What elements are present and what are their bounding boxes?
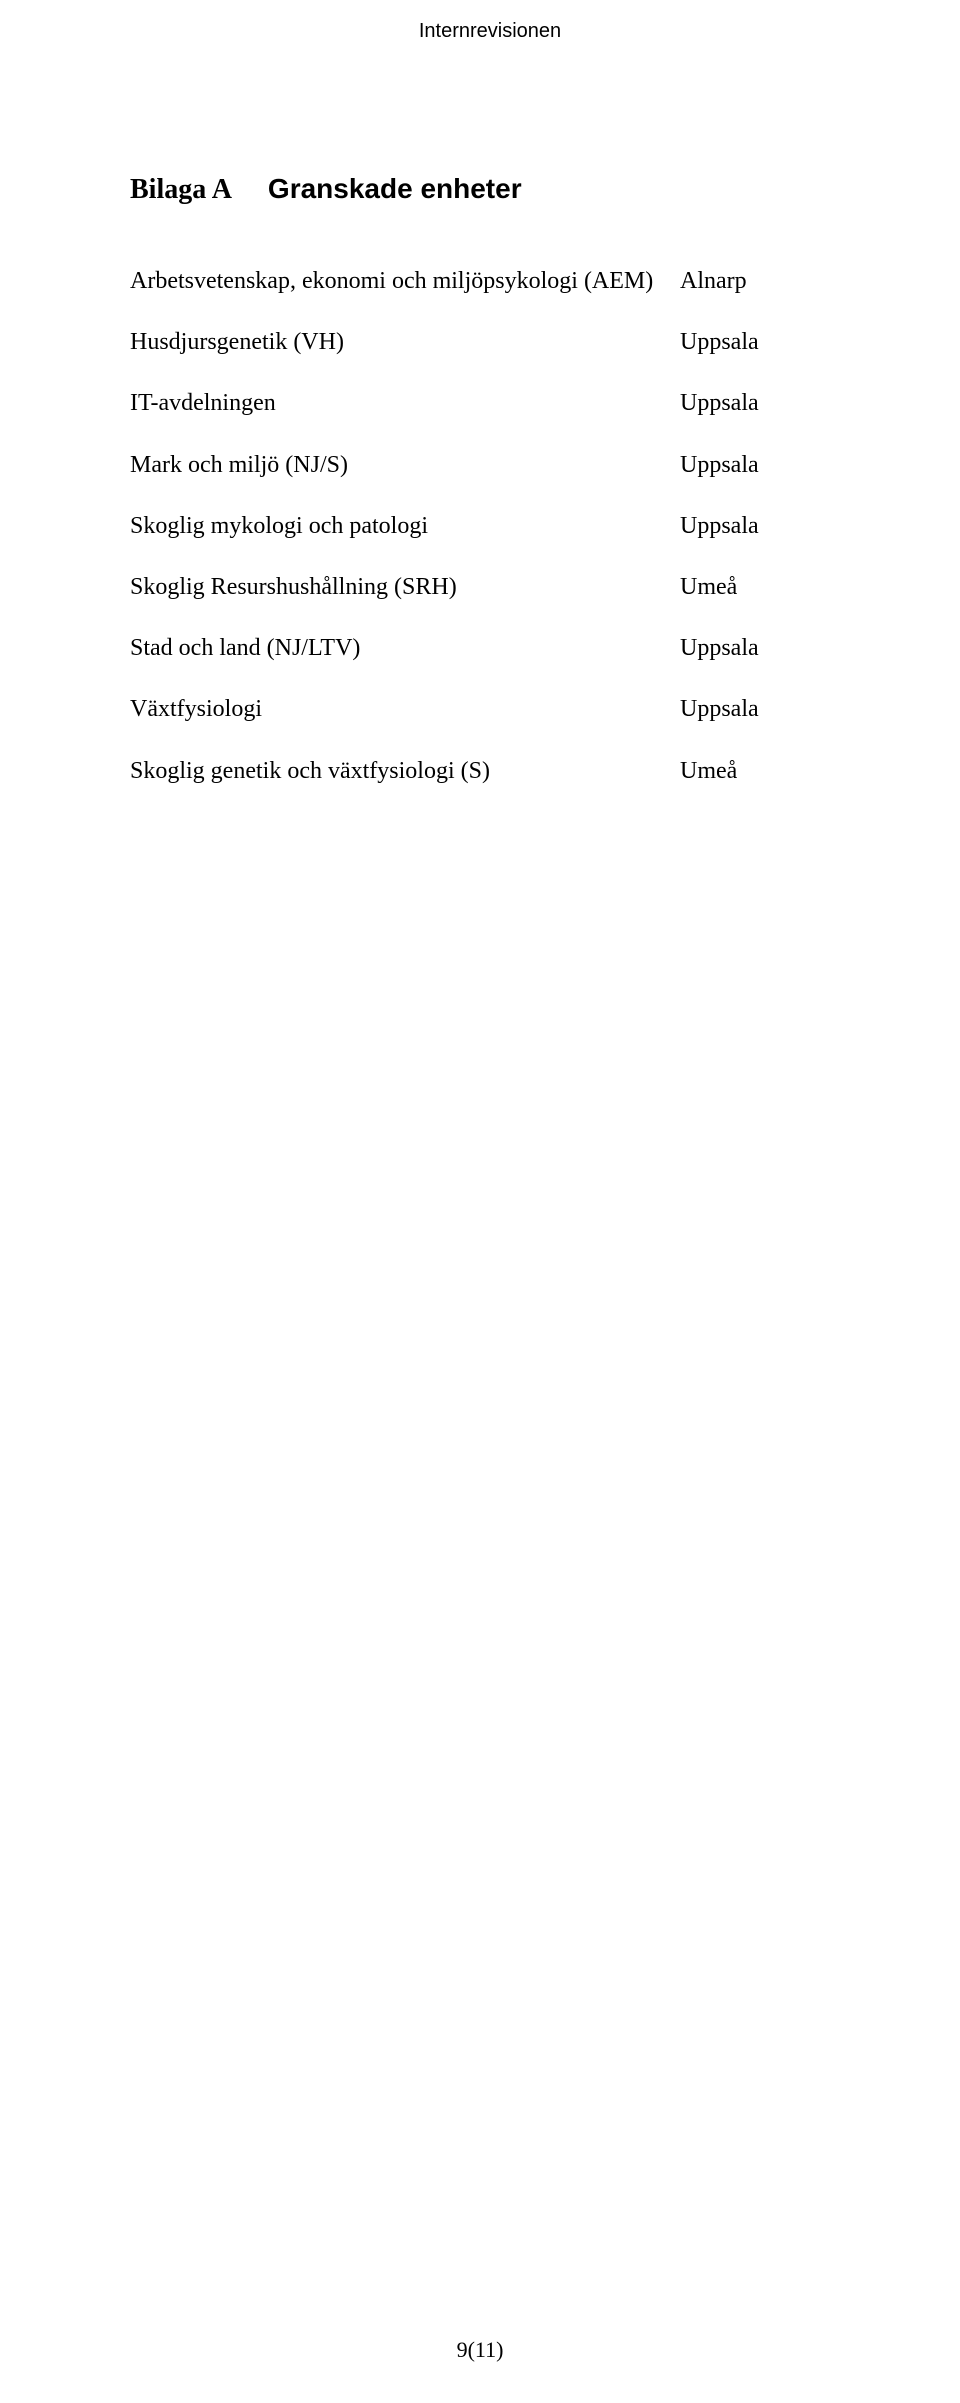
entry-name: IT-avdelningen: [130, 388, 680, 419]
list-item: Stad och land (NJ/LTV) Uppsala: [130, 633, 850, 664]
entry-name: Husdjursgenetik (VH): [130, 327, 680, 358]
entry-name: Växtfysiologi: [130, 694, 680, 725]
list-item: Skoglig mykologi och patologi Uppsala: [130, 511, 850, 542]
entry-location: Uppsala: [680, 511, 759, 542]
entry-location: Uppsala: [680, 388, 759, 419]
page-number: 9(11): [0, 2337, 960, 2363]
entry-location: Uppsala: [680, 327, 759, 358]
title-bilaga: Bilaga A: [130, 174, 232, 206]
list-item: Växtfysiologi Uppsala: [130, 694, 850, 725]
entry-location: Alnarp: [680, 266, 747, 297]
entry-name: Arbetsvetenskap, ekonomi och miljöpsykol…: [130, 266, 680, 297]
entry-location: Uppsala: [680, 694, 759, 725]
entry-location: Umeå: [680, 756, 737, 787]
page-header: Internrevisionen: [130, 20, 850, 43]
entry-name: Skoglig mykologi och patologi: [130, 511, 680, 542]
entry-location: Uppsala: [680, 633, 759, 664]
list-item: Mark och miljö (NJ/S) Uppsala: [130, 450, 850, 481]
entry-location: Umeå: [680, 572, 737, 603]
page: Internrevisionen Bilaga A Granskade enhe…: [0, 0, 960, 2403]
title-subject: Granskade enheter: [268, 173, 522, 205]
title-row: Bilaga A Granskade enheter: [130, 173, 850, 206]
list-item: Husdjursgenetik (VH) Uppsala: [130, 327, 850, 358]
entry-name: Stad och land (NJ/LTV): [130, 633, 680, 664]
entry-name: Skoglig genetik och växtfysiologi (S): [130, 756, 680, 787]
list-item: Skoglig Resurshushållning (SRH) Umeå: [130, 572, 850, 603]
list-item: Arbetsvetenskap, ekonomi och miljöpsykol…: [130, 266, 850, 297]
entries-list: Arbetsvetenskap, ekonomi och miljöpsykol…: [130, 266, 850, 787]
list-item: IT-avdelningen Uppsala: [130, 388, 850, 419]
entry-location: Uppsala: [680, 450, 759, 481]
list-item: Skoglig genetik och växtfysiologi (S) Um…: [130, 756, 850, 787]
entry-name: Skoglig Resurshushållning (SRH): [130, 572, 680, 603]
entry-name: Mark och miljö (NJ/S): [130, 450, 680, 481]
